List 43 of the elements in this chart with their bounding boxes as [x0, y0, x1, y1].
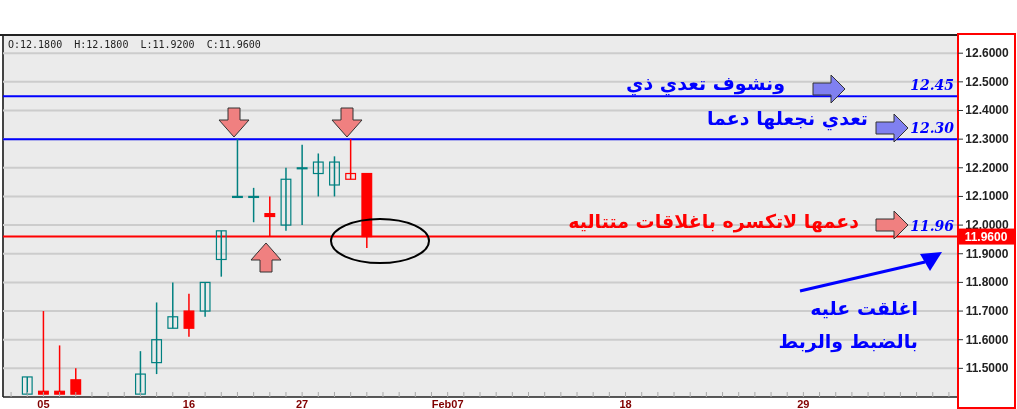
y-tick-label: 12.6000	[965, 46, 1010, 61]
x-tick-label: Feb07	[431, 398, 464, 409]
candlestick	[232, 138, 243, 199]
candlestick	[296, 144, 308, 226]
y-tick-label: 12.1000	[965, 189, 1010, 204]
candlestick	[54, 344, 66, 395]
candlestick	[183, 293, 195, 338]
y-tick-label: 12.3000	[965, 132, 1010, 147]
candlestick	[37, 310, 49, 395]
y-tick-label: 11.9000	[965, 246, 1009, 261]
annotation: تعدي نجعلها دعما	[706, 107, 868, 132]
annotation: دعمها لاتكسره باغلاقات متتاليه	[568, 209, 860, 233]
y-tick-label: 11.8000	[965, 275, 1009, 290]
y-tick-label: 12.0000	[965, 218, 1010, 233]
candlestick	[199, 281, 211, 318]
y-tick-label: 11.6000	[965, 332, 1009, 347]
x-tick-label: 18	[619, 398, 632, 409]
x-tick-label: 29	[797, 398, 810, 409]
candlestick	[329, 155, 340, 198]
y-tick-label: 12.2000	[965, 160, 1010, 175]
ref-line-label: 12.45	[910, 77, 954, 94]
x-tick-label: 27	[296, 398, 309, 409]
ref-line-label: 12.30	[910, 120, 955, 137]
text: 11.9600	[964, 230, 1008, 245]
ref-line-label: 11.96	[910, 217, 955, 234]
annotation: اغلقت عليه بالضبط والربط	[778, 297, 918, 353]
y-tick-label: 11.5000	[965, 361, 1009, 376]
candlestick	[312, 152, 324, 198]
candlestick	[70, 367, 82, 395]
candlestick	[215, 230, 227, 278]
candlestick	[280, 167, 292, 232]
annotation: ونشوف تعدي ذي	[626, 72, 785, 97]
candlestick	[151, 301, 163, 375]
candlestick	[167, 281, 179, 329]
x-tick-label: 05	[37, 398, 50, 409]
y-tick-label: 12.4000	[965, 103, 1010, 118]
y-tick-label: 12.5000	[965, 74, 1010, 89]
candlestick	[345, 138, 357, 180]
candlestick	[248, 187, 260, 223]
x-tick-label: 16	[182, 398, 196, 409]
annotation: O:12.1800 H:12.1800 L:11.9200 C:11.9600	[8, 39, 261, 50]
candlestick	[134, 350, 146, 395]
y-tick-label: 11.7000	[965, 304, 1009, 319]
